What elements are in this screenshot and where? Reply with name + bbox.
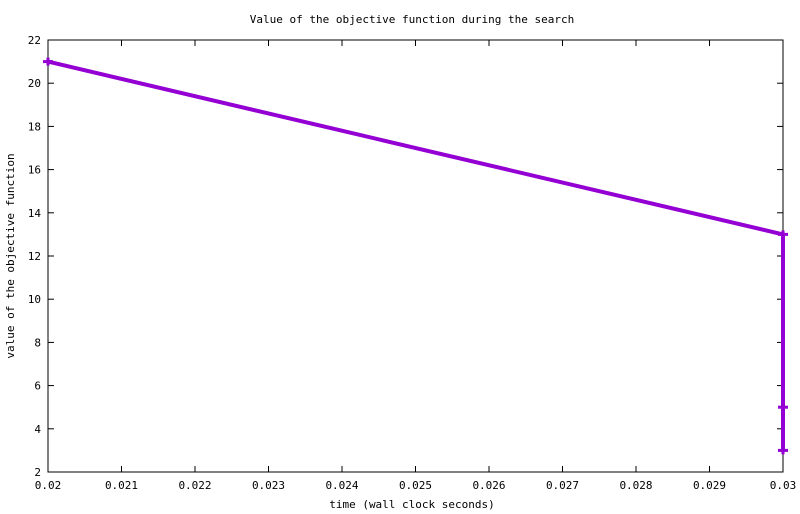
x-tick-label: 0.024 [325,479,358,492]
data-point-marker [778,403,788,412]
y-tick-label: 10 [28,293,41,306]
y-tick-label: 4 [34,423,41,436]
x-tick-label: 0.029 [693,479,726,492]
x-tick-label: 0.021 [105,479,138,492]
y-tick-label: 8 [34,336,41,349]
x-tick-label: 0.026 [472,479,505,492]
x-axis: 0.02 0.021 0.022 0.023 0.024 0.025 0.026 0.027 0… [35,40,797,492]
y-tick-label: 2 [34,466,41,479]
x-tick-label: 0.03 [770,479,797,492]
y-tick-label: 14 [28,207,42,220]
x-tick-label: 0.02 [35,479,62,492]
data-point-marker [43,57,53,66]
y-tick-label: 20 [28,77,41,90]
y-tick-label: 22 [28,34,41,47]
chart-title: Value of the objective function during t… [250,13,575,26]
data-point-marker [778,446,788,455]
y-tick-label: 12 [28,250,41,263]
y-tick-label: 18 [28,120,41,133]
plot-frame [47,39,784,473]
y-axis: 2 4 6 8 10 12 14 16 18 20 22 [28,34,783,479]
x-tick-label: 0.025 [399,479,432,492]
series-line [47,59,785,451]
y-tick-label: 16 [28,164,41,177]
x-tick-label: 0.027 [546,479,579,492]
x-tick-label: 0.023 [252,479,285,492]
y-tick-label: 6 [34,380,41,393]
x-tick-label: 0.022 [178,479,211,492]
x-axis-label: time (wall clock seconds) [329,498,495,511]
y-axis-label: value of the objective function [4,153,17,358]
data-point-marker [778,230,788,239]
series-layer [43,57,788,455]
x-tick-label: 0.028 [619,479,652,492]
